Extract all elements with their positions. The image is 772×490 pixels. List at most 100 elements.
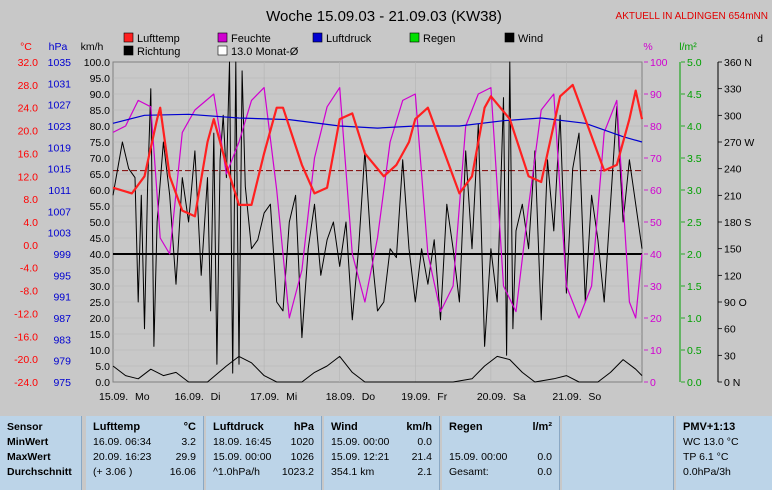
pressure-tick-label: 1019 bbox=[48, 142, 72, 154]
legend-swatch bbox=[217, 45, 228, 56]
direction-unit-label: d bbox=[757, 33, 763, 45]
stats-value: 16.06 bbox=[169, 466, 196, 478]
humidity-tick-label: 20 bbox=[650, 313, 662, 325]
series-line-lufttemp bbox=[112, 83, 644, 218]
temp-tick-label: 28.0 bbox=[18, 80, 39, 92]
x-tick-label: So bbox=[588, 391, 601, 403]
pressure-tick-label: 1035 bbox=[48, 57, 72, 69]
wind-tick-label: 35.0 bbox=[90, 265, 111, 277]
stats-cell: 16.09. 06:34 bbox=[93, 436, 152, 448]
stats-wind-unit: km/h bbox=[406, 421, 432, 433]
direction-tick-label: 210 bbox=[724, 190, 742, 202]
temp-tick-label: 8.0 bbox=[23, 194, 38, 206]
x-tick-label: Fr bbox=[437, 391, 447, 403]
stats-value: 21.4 bbox=[411, 451, 432, 463]
wind-tick-label: 65.0 bbox=[90, 169, 111, 181]
direction-tick-label: 90 O bbox=[724, 297, 747, 309]
stats-value: 1023.2 bbox=[281, 466, 314, 478]
stats-pressure-header: Luftdruck bbox=[213, 421, 264, 433]
x-tick-label: 16.09. bbox=[175, 391, 204, 403]
stats-row-label: MaxWert bbox=[7, 451, 51, 463]
direction-tick-label: 270 W bbox=[724, 137, 754, 149]
stats-pmv-value: WC 13.0 °C bbox=[683, 436, 739, 448]
humidity-tick-label: 40 bbox=[650, 249, 662, 261]
legend-swatch bbox=[409, 32, 420, 43]
temp-tick-label: 20.0 bbox=[18, 126, 39, 138]
stats-sensor-panel: Sensor MinWert MaxWert Durchschnitt bbox=[0, 416, 82, 490]
stats-cell: 20.09. 16:23 bbox=[93, 451, 152, 463]
pressure-unit-label: hPa bbox=[49, 41, 68, 53]
stats-cell: 15.09. 12:21 bbox=[331, 451, 390, 463]
stats-value: 0.0 bbox=[537, 466, 552, 478]
humidity-tick-label: 90 bbox=[650, 89, 662, 101]
temp-tick-label: 0.0 bbox=[23, 240, 38, 252]
stats-cell: 15.09. 00:00 bbox=[213, 451, 272, 463]
direction-tick-label: 60 bbox=[724, 324, 736, 336]
temp-tick-label: -4.0 bbox=[20, 263, 38, 275]
stats-rain-panel: Regen l/m² 15.09. 00:00 0.0 Gesamt: 0.0 bbox=[442, 416, 560, 490]
axis-ticks: 32.0 28.0 24.0 20.0 16.0 12.0 8.0 4.0 0.0 -4.0 -8.… bbox=[14, 57, 754, 403]
x-tick-label: Sa bbox=[513, 391, 526, 403]
stats-row-label: MinWert bbox=[7, 436, 49, 448]
pressure-tick-label: 1031 bbox=[48, 78, 72, 90]
humidity-tick-label: 30 bbox=[650, 281, 662, 293]
wind-tick-label: 85.0 bbox=[90, 105, 111, 117]
stats-value: 2.1 bbox=[417, 466, 432, 478]
series-line-wind bbox=[112, 355, 643, 383]
pressure-tick-label: 1023 bbox=[48, 121, 72, 133]
pressure-tick-label: 983 bbox=[53, 334, 71, 346]
stats-cell: 354.1 km bbox=[331, 466, 375, 478]
direction-tick-label: 360 N bbox=[724, 57, 752, 69]
legend-swatch bbox=[123, 32, 134, 43]
x-tick-label: Do bbox=[362, 391, 376, 403]
humidity-tick-label: 70 bbox=[650, 153, 662, 165]
direction-tick-label: 150 bbox=[724, 244, 742, 256]
stats-cell: ^1.0hPa/h bbox=[213, 466, 260, 478]
weather-chart: Woche 15.09.03 - 21.09.03 (KW38) AKTUELL… bbox=[14, 8, 768, 403]
stats-temp-unit: °C bbox=[183, 421, 196, 433]
x-tick-label: 21.09. bbox=[552, 391, 581, 403]
wind-tick-label: 75.0 bbox=[90, 137, 111, 149]
chart-legend: Lufttemp Feuchte Luftdruck Regen Wind Richtun… bbox=[123, 32, 543, 58]
direction-tick-label: 0 N bbox=[724, 377, 740, 389]
temp-tick-label: -24.0 bbox=[14, 377, 38, 389]
x-tick-label: 19.09. bbox=[401, 391, 430, 403]
wind-tick-label: 15.0 bbox=[90, 329, 111, 341]
stats-pmv-value: 0.0hPa/3h bbox=[683, 466, 731, 478]
stats-pmv-panel: PMV+1:13 WC 13.0 °C TP 6.1 °C 0.0hPa/3h bbox=[676, 416, 772, 490]
wind-tick-label: 5.0 bbox=[95, 361, 110, 373]
temp-tick-label: -12.0 bbox=[14, 308, 38, 320]
wind-tick-label: 55.0 bbox=[90, 201, 111, 213]
temp-tick-label: -8.0 bbox=[20, 286, 38, 298]
wind-tick-label: 50.0 bbox=[90, 217, 111, 229]
wind-tick-label: 20.0 bbox=[90, 313, 111, 325]
legend-swatch bbox=[504, 32, 515, 43]
series-line-feuchte bbox=[112, 86, 643, 319]
direction-tick-label: 180 S bbox=[724, 217, 751, 229]
direction-tick-label: 30 bbox=[724, 350, 736, 362]
wind-tick-label: 90.0 bbox=[90, 89, 111, 101]
legend-label: Feuchte bbox=[231, 33, 271, 45]
stats-value: 0.0 bbox=[537, 451, 552, 463]
legend-label: 13.0 Monat-Ø bbox=[231, 46, 299, 58]
legend-label: Wind bbox=[518, 33, 543, 45]
wind-tick-label: 95.0 bbox=[90, 73, 111, 85]
stats-wind-header: Wind bbox=[331, 421, 358, 433]
humidity-tick-label: 10 bbox=[650, 345, 662, 357]
rain-unit-label: l/m² bbox=[679, 41, 697, 53]
rain-tick-label: 5.0 bbox=[687, 57, 702, 69]
temp-unit-label: °C bbox=[20, 41, 32, 53]
stats-cell: 15.09. 00:00 bbox=[331, 436, 390, 448]
temp-tick-label: 12.0 bbox=[18, 171, 39, 183]
pressure-tick-label: 1011 bbox=[48, 185, 71, 197]
rain-tick-label: 3.0 bbox=[687, 185, 702, 197]
rain-tick-label: 4.5 bbox=[687, 89, 702, 101]
rain-tick-label: 3.5 bbox=[687, 153, 702, 165]
temp-tick-label: -20.0 bbox=[14, 354, 38, 366]
series-line-richtung bbox=[112, 61, 643, 374]
humidity-tick-label: 50 bbox=[650, 217, 662, 229]
x-tick-label: Mi bbox=[286, 391, 297, 403]
wind-tick-label: 40.0 bbox=[90, 249, 111, 261]
stats-rain-header: Regen bbox=[449, 421, 483, 433]
pressure-tick-label: 995 bbox=[53, 270, 71, 282]
